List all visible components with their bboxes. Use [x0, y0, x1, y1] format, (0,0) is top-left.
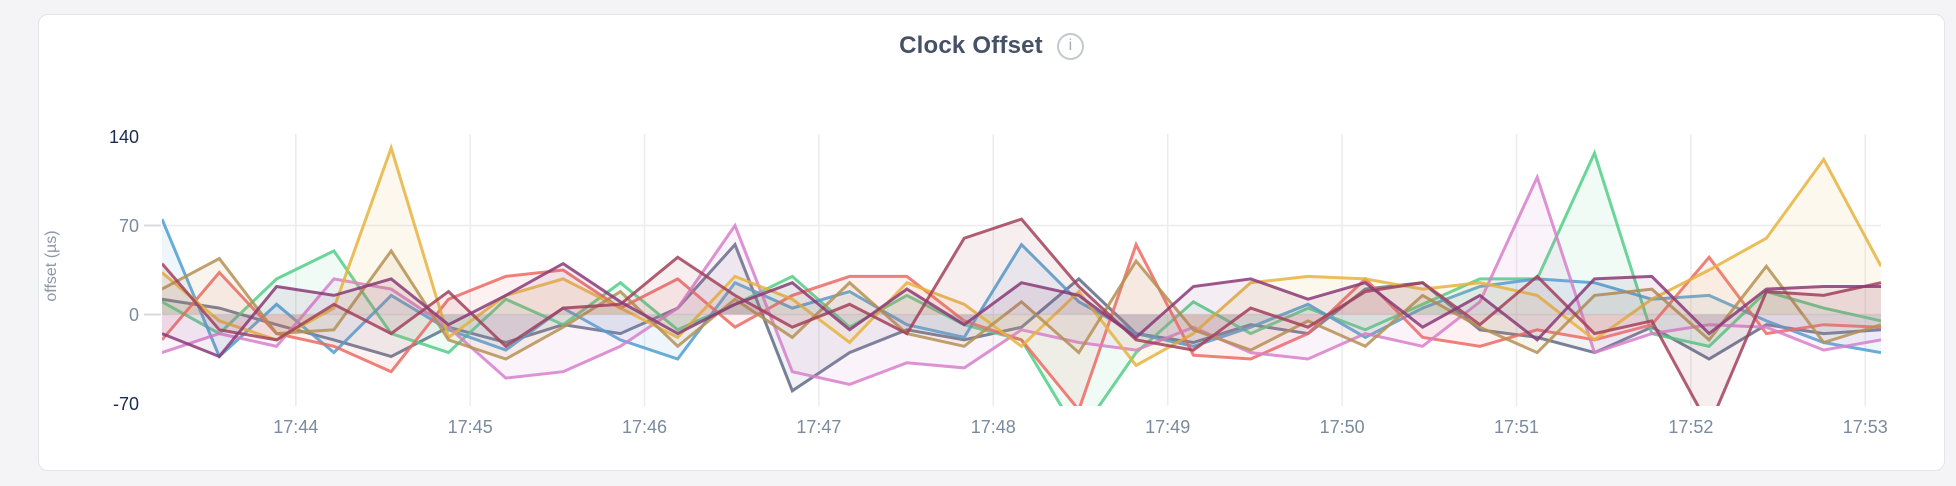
x-tick-label: 17:53 [1842, 417, 1888, 437]
clock-offset-card: Clock Offset i offset (µs) 140 70 0 -70 17:… [38, 14, 1945, 471]
x-tick-label: 17:51 [1493, 417, 1540, 437]
x-tick-label: 17:48 [970, 417, 1016, 437]
series-group [162, 143, 1881, 406]
info-icon-glyph: i [1068, 37, 1073, 54]
y-tick-label: 0 [128, 304, 139, 325]
series-area-salmon [162, 244, 1881, 406]
series-line-maroon [162, 217, 1881, 406]
series-area-maroon [162, 219, 1881, 406]
x-tick-label: 17:52 [1668, 417, 1714, 437]
info-icon[interactable]: i [1056, 32, 1084, 60]
x-tick-label: 17:46 [621, 417, 668, 437]
series-line-khaki [162, 248, 1881, 361]
chart-header: Clock Offset i [39, 31, 1944, 61]
series-area-orchid [162, 177, 1881, 385]
series-line-orchid [162, 173, 1881, 386]
series-line-blue [162, 218, 1881, 361]
x-tick-label: 17:50 [1319, 417, 1365, 437]
x-tick-label: 17:49 [1145, 417, 1191, 437]
y-tick-label: -70 [112, 393, 139, 414]
series-area-slate [162, 244, 1881, 391]
x-tick-label: 17:45 [447, 417, 493, 437]
series-line-purple [162, 261, 1881, 359]
x-tick-label: 17:47 [796, 417, 842, 437]
series-area-khaki [162, 250, 1881, 359]
series-area-blue [162, 219, 1881, 359]
series-area-purple [162, 263, 1881, 357]
y-tick-label: 140 [108, 126, 139, 147]
clock-offset-chart [144, 134, 1881, 406]
chart-title: Clock Offset [899, 32, 1043, 59]
y-tick-label: 70 [118, 215, 139, 236]
x-tick-label: 17:44 [273, 417, 319, 437]
